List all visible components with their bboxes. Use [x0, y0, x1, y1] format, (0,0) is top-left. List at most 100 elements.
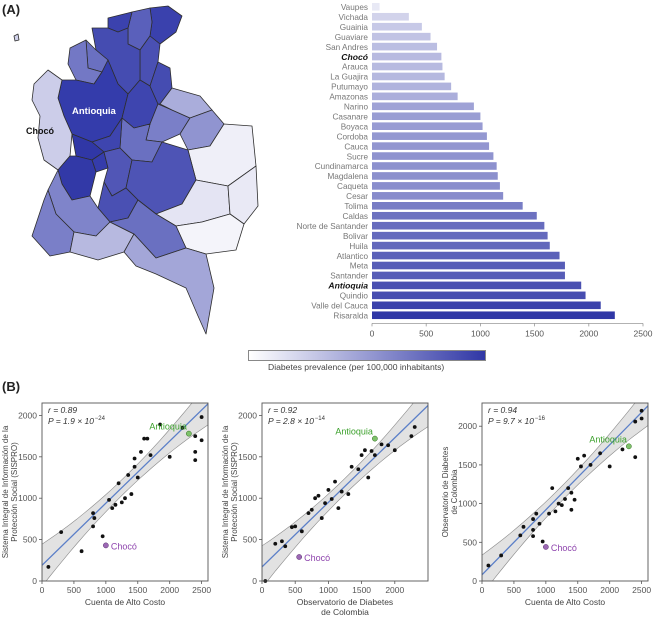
data-point-6: [299, 529, 304, 534]
data-point-10: [116, 481, 121, 486]
data-point-9: [113, 502, 118, 507]
data-point-8: [537, 521, 542, 526]
data-point-14: [559, 503, 564, 508]
stat-p: P = 9.7 × 10: [488, 416, 534, 426]
bar-3: [372, 32, 431, 41]
antioquia-point: [625, 443, 632, 450]
data-point-15: [563, 497, 567, 501]
stat-p-exponent: −16: [535, 416, 546, 422]
bar-label-24: Huila: [349, 242, 368, 251]
data-point-16: [132, 464, 137, 469]
data-point-19: [349, 464, 354, 469]
data-point-29: [639, 408, 644, 413]
choco-point: [102, 542, 109, 549]
panel-a-label: (A): [2, 2, 21, 17]
plot-frame: [41, 402, 209, 582]
data-point-6: [100, 534, 105, 539]
choco-point: [542, 544, 549, 550]
stat-p: P = 2.8 × 10: [268, 416, 314, 426]
bar-14: [372, 142, 490, 150]
data-point-1: [59, 530, 64, 535]
data-point-19: [572, 497, 577, 502]
x-tick-label-2: 1000: [96, 585, 115, 595]
bar-7: [372, 72, 445, 81]
bar-6: [372, 62, 443, 71]
data-point-14: [329, 497, 334, 501]
fit-line: [262, 405, 428, 568]
choco-point: [296, 554, 303, 560]
antioquia-label: Antioquia: [335, 427, 373, 437]
bar-x-tick-label-5: 2500: [634, 328, 653, 338]
map-label-choco: Chocó: [26, 126, 54, 136]
bar-17: [372, 172, 498, 180]
plot-frame: [261, 402, 429, 582]
bar-label-2: Guainia: [340, 23, 369, 32]
bar-label-17: Magdalena: [327, 172, 368, 181]
map-region-san-andres: [13, 33, 20, 42]
fit-line: [42, 403, 208, 566]
data-point-0: [46, 565, 51, 569]
x-tick-label-2: 1000: [319, 585, 338, 595]
x-tick-label-0: 0: [260, 585, 265, 595]
data-point-13: [326, 488, 331, 492]
bar-label-20: Tolima: [344, 202, 368, 211]
data-point-3: [283, 544, 288, 549]
antioquia-label: Antioquia: [149, 422, 187, 432]
data-point-28: [392, 448, 397, 453]
bar-label-4: San Andres: [326, 43, 368, 52]
bar-label-12: Boyaca: [341, 122, 369, 131]
data-point-4: [92, 516, 97, 520]
data-point-22: [363, 448, 367, 453]
y-tick-label-2: 1000: [458, 499, 477, 509]
bar-label-0: Vaupes: [341, 3, 368, 12]
stat-p-exponent: −14: [315, 416, 326, 422]
data-point-10: [547, 511, 551, 516]
antioquia-point: [185, 430, 192, 437]
data-point-17: [569, 507, 574, 512]
choco-label: Chocó: [551, 543, 577, 553]
bar-label-21: Caldas: [343, 212, 369, 221]
y-tick-label-0: 0: [472, 576, 477, 586]
data-point-16: [566, 486, 571, 491]
bar-label-15: Sucre: [347, 152, 369, 161]
data-point-11: [319, 516, 324, 520]
data-point-12: [123, 496, 127, 501]
bar-label-19: Cesar: [346, 192, 368, 201]
y-axis-label-0: Observatorio de Diabetes: [441, 447, 450, 538]
bar-x-tick-label-4: 2000: [579, 328, 598, 338]
x-tick-label-0: 0: [480, 585, 485, 595]
colombia-map: [13, 5, 259, 335]
panel-b-label: (B): [2, 379, 21, 394]
data-point-21: [579, 464, 583, 469]
y-axis-label-0: Sistema Integral de Información de la: [221, 425, 230, 558]
data-point-27: [193, 458, 198, 463]
bar-22: [372, 221, 545, 230]
x-tick-label-3: 1500: [568, 585, 587, 595]
data-point-28: [199, 415, 204, 419]
bar-x-tick-label-0: 0: [370, 328, 375, 338]
data-point-12: [323, 501, 327, 506]
y-axis-label-1: de Colombia: [450, 469, 459, 514]
bar-5: [372, 52, 442, 61]
data-point-5: [293, 524, 298, 529]
x-tick-label-5: 2500: [192, 585, 211, 595]
bar-13: [372, 132, 487, 140]
y-tick-label-1: 500: [23, 535, 37, 545]
data-point-15: [333, 479, 337, 484]
data-point-25: [607, 464, 612, 469]
x-axis-label-1: de Colombia: [321, 607, 369, 617]
data-point-24: [598, 451, 603, 456]
x-tick-label-2: 1000: [536, 585, 555, 595]
bar-4: [372, 42, 438, 51]
bar-1: [372, 12, 409, 21]
y-tick-label-0: 0: [252, 576, 257, 586]
bar-15: [372, 152, 494, 160]
data-point-24: [180, 425, 185, 430]
data-point-18: [346, 492, 351, 496]
bar-label-9: Amazonas: [329, 93, 368, 102]
bar-11: [372, 112, 481, 121]
data-point-20: [575, 456, 580, 461]
bar-0: [372, 3, 380, 11]
data-point-12: [553, 509, 558, 514]
